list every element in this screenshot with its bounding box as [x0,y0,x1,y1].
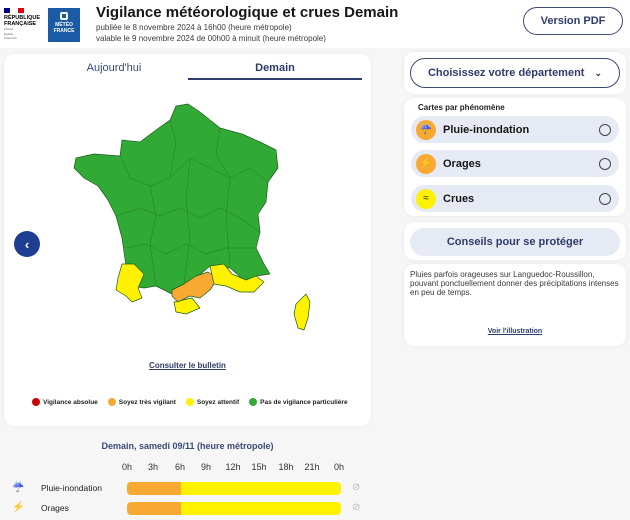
phenomenon-rain-flood[interactable]: ☔ Pluie-inondation [411,116,619,143]
published-date: publiée le 8 novembre 2024 à 16h00 (heur… [96,23,292,32]
map-region-yellow-pyrenees [173,297,201,315]
vigilance-map[interactable] [60,98,320,348]
illustration-link[interactable]: Voir l'illustration [487,328,543,335]
legend-item-absolute: Vigilance absolue [32,398,98,406]
previous-button[interactable]: ‹ [14,231,40,257]
eye-off-icon[interactable]: ⊘ [352,502,361,513]
waves-icon: ≈ [416,188,436,209]
phenomenon-floods[interactable]: ≈ Crues [411,185,619,212]
bulletin-link[interactable]: Consulter le bulletin [149,361,226,370]
timeline-bar [127,482,341,495]
green-dot-icon [249,398,258,406]
timeline-row-storms: ⚡ Orages ⊘ [12,502,361,515]
tab-tomorrow[interactable]: Demain [188,62,362,80]
rain-flood-icon: ☔ [12,482,25,493]
rain-flood-icon: ☔ [416,119,436,140]
orange-dot-icon [107,398,116,406]
map-region-green [73,103,279,295]
meteo-france-logo: MÉTÉO FRANCE [48,8,80,42]
tab-today[interactable]: Aujourd'hui [86,62,142,74]
red-dot-icon [32,398,40,406]
legend-item-no-vigilance: Pas de vigilance particulière [249,398,348,406]
lightning-icon: ⚡ [12,502,25,513]
page-title: Vigilance météorologique et crues Demain [96,4,399,21]
eye-off-icon[interactable]: ⊘ [352,482,361,493]
weather-description: Pluies parfois orageuses sur Languedoc-R… [410,270,619,297]
radio-floods[interactable] [599,192,611,205]
department-select[interactable]: Choisissez votre département ⌄ [410,58,620,88]
legend: Vigilance absolue Soyez très vigilant So… [32,398,348,406]
lightning-icon: ⚡ [416,153,436,174]
chevron-left-icon: ‹ [24,236,30,252]
chevron-down-icon: ⌄ [594,67,603,78]
republique-francaise-logo: RÉPUBLIQUE FRANÇAISE Liberté Égalité Fra… [4,8,44,42]
map-region-yellow-corsica [293,293,311,331]
yellow-dot-icon [185,398,194,406]
phenomena-title: Cartes par phénomène [418,103,505,112]
pdf-version-button[interactable]: Version PDF [523,7,623,35]
radio-storms[interactable] [599,157,611,170]
timeline-bar [127,502,341,515]
legend-item-attentive: Soyez attentif [185,398,239,406]
timeline-hours: 0h 3h 6h 9h 12h 15h 18h 21h 0h [121,462,344,472]
map-region-yellow-provence [209,263,265,293]
radio-rain-flood[interactable] [599,123,611,136]
map-region-orange [171,271,219,303]
timeline-row-rain-flood: ☔ Pluie-inondation ⊘ [12,482,361,495]
description-card [404,264,626,346]
valid-date: valable le 9 novembre 2024 de 00h00 à mi… [96,34,326,43]
phenomenon-storms[interactable]: ⚡ Orages [411,150,619,177]
header: RÉPUBLIQUE FRANÇAISE Liberté Égalité Fra… [0,0,630,48]
protection-advice-button[interactable]: Conseils pour se protéger [410,228,620,256]
timeline-title: Demain, samedi 09/11 (heure métropole) [101,441,274,451]
map-region-yellow-southwest [115,263,145,303]
legend-item-very-vigilant: Soyez très vigilant [107,398,176,406]
